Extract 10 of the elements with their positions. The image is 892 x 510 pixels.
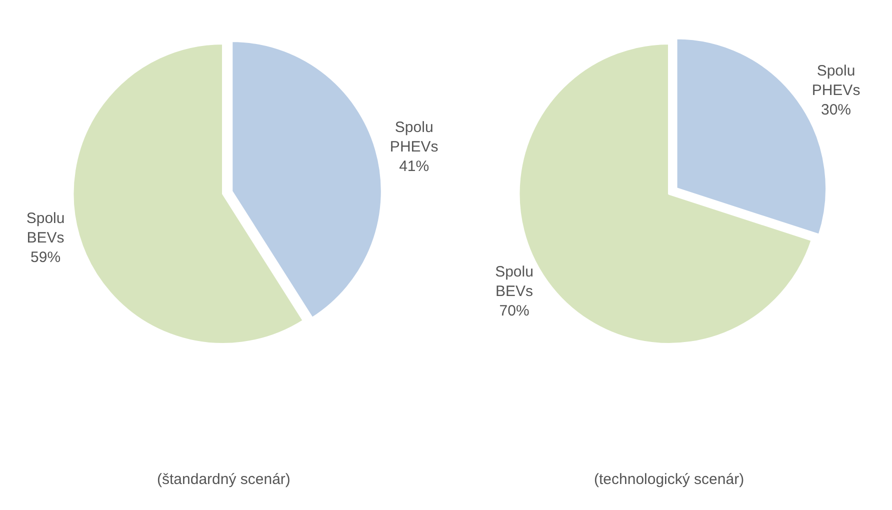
data-label: 41% (399, 158, 430, 176)
data-label: 70% (499, 302, 530, 320)
data-label: 30% (821, 101, 852, 118)
text: (štandardný scenár) (157, 471, 290, 488)
slice-label: Spolu BEVs (26, 210, 65, 246)
text: (technologický scenár) (594, 471, 744, 488)
slice-label: Spolu BEVs (495, 264, 534, 300)
slice-label: Spolu PHEVs (390, 119, 438, 156)
slice-label: Spolu PHEVs (812, 62, 860, 99)
data-label: 59% (30, 248, 61, 266)
